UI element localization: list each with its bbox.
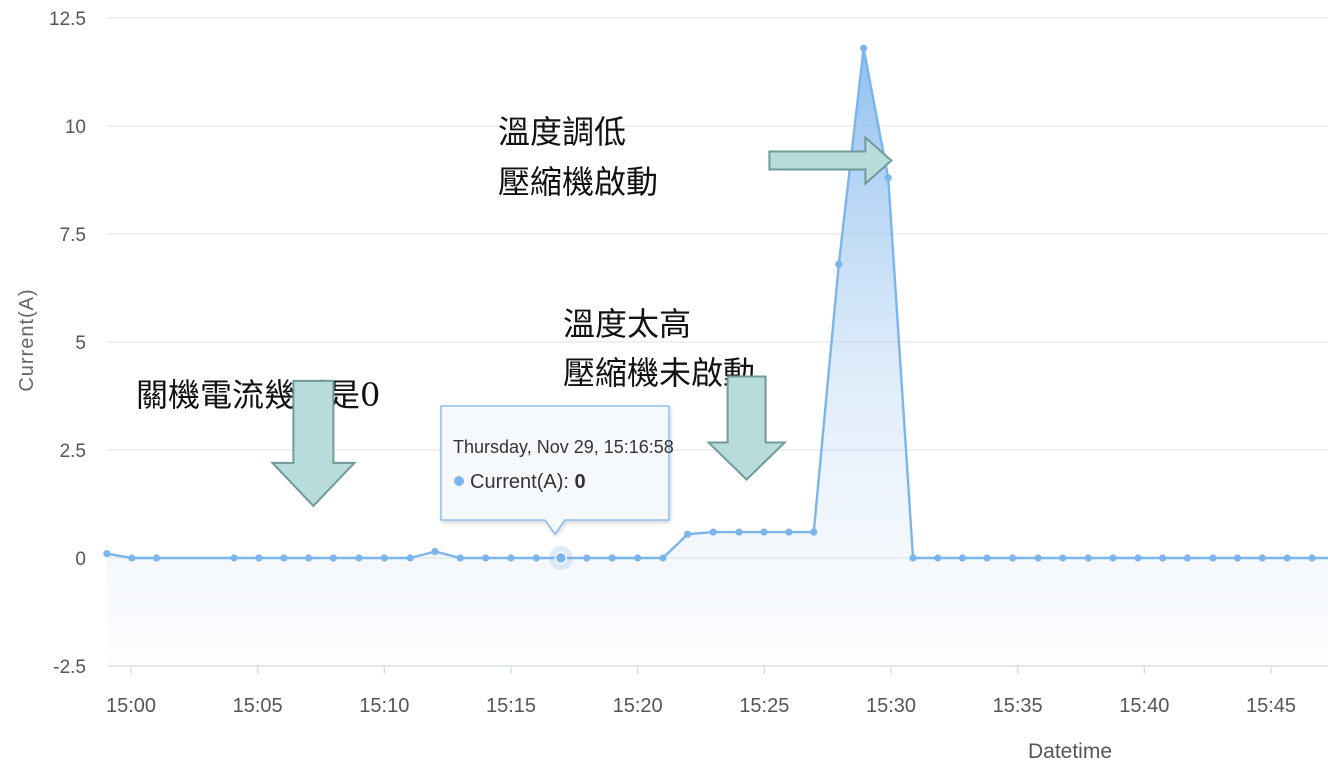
data-point — [1059, 554, 1067, 562]
data-point — [760, 528, 768, 536]
data-point — [431, 547, 439, 556]
data-point — [1258, 554, 1266, 562]
x-tick-label: 15:40 — [1119, 695, 1169, 717]
y-tick-label: 7.5 — [60, 225, 86, 246]
annotation-label: 關機電流幾乎是0 — [136, 376, 380, 414]
series-points — [103, 44, 1316, 562]
data-point — [1233, 554, 1242, 562]
data-point — [255, 554, 263, 562]
data-point — [152, 554, 161, 562]
y-tick-label: 2.5 — [60, 441, 86, 462]
data-point — [1158, 554, 1167, 562]
y-tick-label: -2.5 — [53, 657, 86, 678]
data-point — [406, 554, 414, 562]
x-tick-label: 15:25 — [739, 695, 789, 717]
x-axis-title: Datetime — [1028, 740, 1112, 763]
data-point — [709, 528, 717, 536]
data-point — [329, 554, 338, 562]
tooltip-value: 0 — [574, 471, 585, 493]
data-point — [884, 174, 892, 182]
x-tick-label: 15:35 — [993, 695, 1043, 717]
data-point — [128, 554, 136, 562]
y-tick-label: 10 — [65, 117, 86, 138]
data-point — [280, 554, 288, 562]
data-point — [230, 554, 238, 562]
x-tick-label: 15:15 — [486, 695, 536, 717]
x-tick-label: 15:05 — [233, 695, 283, 717]
annotation-label: 溫度調低 — [498, 113, 626, 151]
tooltip-series-label: Current(A): — [470, 471, 574, 493]
data-point — [1209, 554, 1217, 562]
down-arrow-icon — [270, 379, 357, 508]
data-point — [860, 44, 868, 52]
data-point — [507, 554, 515, 562]
y-axis-ticks: 12.5 10 7.5 5 2.5 0 -2.5 — [49, 9, 86, 678]
data-point — [304, 554, 313, 562]
annotation-label: 溫度太高 — [563, 305, 691, 343]
hover-point — [554, 551, 568, 565]
x-axis-ticks: 15:00 15:05 15:10 15:15 15:20 15:25 15:30 15:35… — [106, 666, 1296, 717]
data-point — [683, 530, 692, 538]
data-point — [659, 554, 667, 562]
annotation-label: 壓縮機啟動 — [498, 163, 658, 201]
x-tick-label: 15:00 — [106, 695, 156, 717]
y-tick-label: 12.5 — [49, 9, 86, 30]
data-point — [909, 554, 917, 562]
y-axis-title: Current(A) — [16, 288, 38, 391]
data-point — [634, 554, 642, 562]
data-point — [355, 554, 363, 562]
series-area-fill — [106, 48, 1328, 666]
data-point — [934, 554, 942, 562]
data-point — [1034, 554, 1042, 562]
down-arrow-icon — [706, 375, 788, 481]
data-point — [1308, 554, 1316, 562]
data-point — [532, 554, 540, 562]
right-arrow-icon — [768, 135, 893, 186]
tooltip-series-row: Current(A): 0 — [470, 471, 586, 493]
data-point — [456, 554, 464, 562]
x-tick-label: 15:10 — [359, 695, 409, 717]
data-point — [958, 554, 967, 562]
x-tick-label: 15:30 — [866, 695, 916, 717]
data-point — [785, 528, 793, 536]
data-point — [1283, 554, 1291, 562]
data-point — [1109, 554, 1117, 562]
data-point — [103, 550, 111, 558]
series-area — [106, 48, 1328, 666]
data-point — [1084, 554, 1092, 562]
data-point — [583, 554, 591, 562]
data-point — [983, 554, 991, 562]
data-point — [1134, 554, 1142, 562]
tooltip-box — [440, 405, 670, 536]
data-point — [1009, 554, 1017, 562]
y-tick-label: 0 — [75, 549, 86, 570]
data-point — [1183, 554, 1191, 562]
data-point — [482, 554, 490, 562]
y-tick-label: 5 — [75, 333, 86, 354]
x-tick-label: 15:45 — [1246, 695, 1296, 717]
data-point — [835, 260, 843, 268]
data-point — [735, 528, 743, 536]
tooltip-header: Thursday, Nov 29, 15:16:58 — [453, 437, 674, 457]
x-tick-label: 15:20 — [613, 695, 663, 717]
tooltip: Thursday, Nov 29, 15:16:58 Current(A): 0 — [440, 405, 674, 570]
data-point — [608, 554, 616, 562]
tooltip-series-marker — [454, 476, 464, 486]
data-point — [380, 554, 388, 562]
data-point — [810, 528, 818, 536]
annotation-label: 壓縮機未啟動 — [563, 354, 755, 392]
